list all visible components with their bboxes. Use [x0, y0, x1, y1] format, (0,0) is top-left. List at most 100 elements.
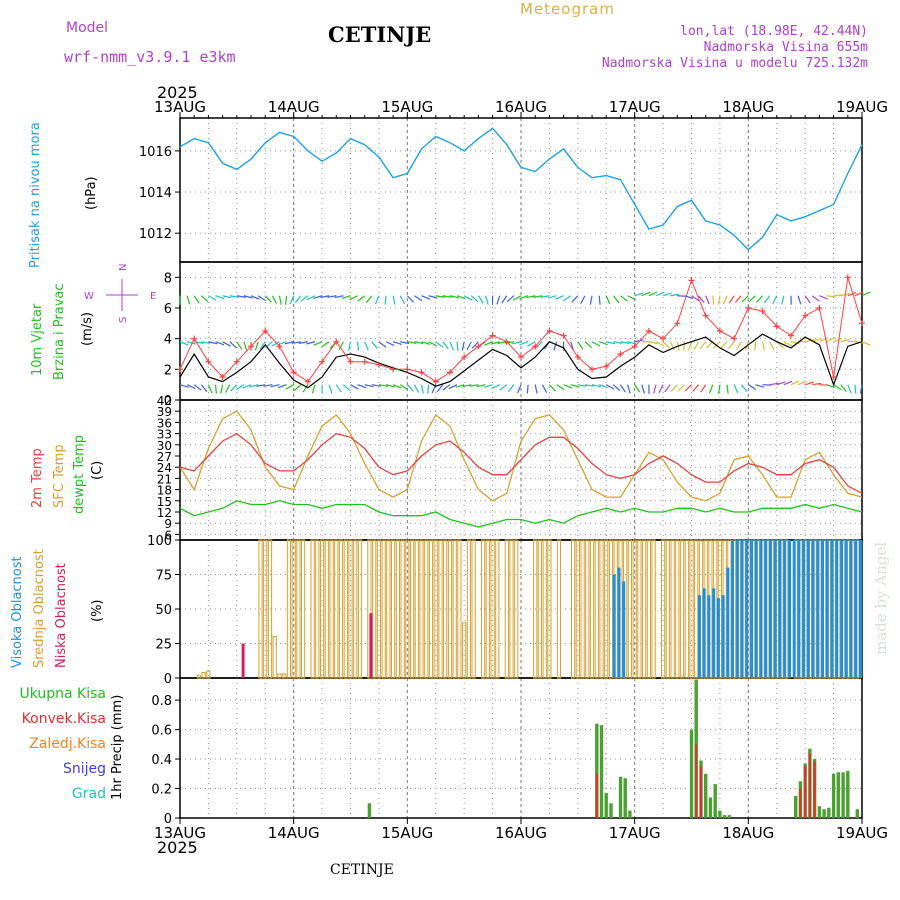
wind-arrow	[626, 384, 631, 394]
wind-arrow	[726, 384, 729, 394]
wind-arrow	[456, 341, 459, 351]
wind-arrow	[242, 384, 252, 389]
cloud-low-bar	[369, 613, 373, 678]
y-tick-label: 27	[157, 450, 172, 464]
wind-arrow	[378, 384, 388, 387]
wind-arrow	[428, 295, 438, 299]
cloud-mid-bar	[263, 539, 268, 679]
wind-arrow	[456, 295, 466, 300]
cloud-mid-bar	[433, 539, 438, 679]
wind-arrow	[291, 341, 301, 344]
legend-ukupna-kisa: Ukupna Kisa	[19, 686, 106, 702]
wind-arrow	[756, 295, 763, 303]
cloud-high-bar	[764, 540, 768, 678]
wind-arrow	[700, 384, 707, 393]
x-tick-label-top: 18AUG	[722, 98, 774, 116]
gust-marker	[745, 305, 752, 311]
cloud-mid-bar	[272, 636, 277, 679]
cloud-mid-bar	[485, 539, 490, 679]
cloud-mid-bar	[443, 539, 448, 679]
wind-arrow	[692, 384, 700, 392]
wind-arrow	[334, 295, 344, 299]
wind-arrow	[215, 341, 225, 346]
cloud-high-bar	[778, 540, 782, 678]
wind-arrow	[285, 295, 288, 305]
x-tick-label-top: 15AUG	[381, 98, 433, 116]
wind-arrow	[826, 295, 836, 298]
wind-arrow	[229, 295, 239, 298]
wind-arrow	[612, 384, 621, 392]
wind-arrow	[364, 341, 369, 351]
cloud-mid-bar	[665, 539, 670, 679]
wind-arrow	[706, 341, 714, 349]
wind-arrow	[840, 338, 850, 343]
cloud-mid-bar	[514, 539, 519, 679]
wind-arrow	[496, 295, 501, 305]
wind-arrow	[734, 295, 742, 303]
gust-marker	[518, 354, 524, 361]
wind-arrow	[584, 341, 593, 349]
cloud-high-bar	[854, 540, 858, 678]
wind-arrow	[861, 291, 871, 297]
wind-arrow	[442, 341, 449, 350]
wind-arrow	[277, 384, 287, 389]
y-tick-label: 6	[164, 528, 172, 542]
precip-conv-bar	[804, 766, 807, 818]
wind-arrow	[385, 384, 395, 388]
cloud-mid-bar	[267, 539, 273, 679]
wind-arrow	[653, 384, 657, 394]
wind-arrow	[306, 295, 316, 301]
cloud-mid-bar	[675, 539, 680, 679]
wind-arrow	[769, 382, 779, 386]
gust-marker	[773, 323, 780, 330]
gust-marker	[461, 354, 468, 361]
wind-arrow	[365, 295, 373, 304]
wind-arrow	[670, 293, 680, 297]
wind-arrow	[683, 341, 685, 351]
wind-arrow	[861, 341, 871, 346]
gust-marker	[404, 366, 411, 373]
cloud-mid-bar	[670, 539, 675, 679]
wind-arrow	[200, 384, 208, 393]
cloud-mid-bar	[424, 539, 429, 679]
wind-arrow	[790, 380, 800, 386]
wind-arrow	[461, 341, 465, 351]
wind-arrow	[338, 341, 344, 350]
y-tick-label: 0.4	[151, 753, 172, 768]
cloud-high-bar	[735, 540, 739, 678]
cloud-high-bar	[698, 595, 701, 678]
wind-arrow	[781, 295, 785, 305]
cloud-mid-bar	[376, 539, 381, 679]
wind-arrow	[250, 295, 260, 300]
gust-marker	[716, 328, 723, 334]
precip-conv-bar	[699, 766, 703, 818]
cloud-mid-bar	[509, 539, 514, 679]
cloud-mid-bar	[594, 539, 599, 679]
wind-arrow	[243, 341, 248, 351]
year-bottom: 2025	[157, 838, 198, 857]
cloud-mid-bar	[632, 539, 637, 679]
legend-zaledj-kisa: Zaledj.Kisa	[29, 736, 106, 752]
wind-arrow	[577, 384, 587, 387]
compass-n: N	[118, 264, 129, 271]
wind-arrow	[214, 384, 217, 394]
wind-arrow	[371, 341, 378, 350]
wind-arrow	[406, 384, 414, 392]
y-tick-label: 75	[155, 569, 172, 584]
wind-arrow	[641, 291, 651, 297]
y-tick-label: 6	[164, 302, 172, 317]
wind-arrow	[289, 295, 295, 305]
x-tick-label-bottom: 17AUG	[609, 824, 661, 842]
wind-arrow	[577, 341, 584, 350]
x-tick-label-top: 16AUG	[495, 98, 547, 116]
cloud-mid-bar	[329, 539, 334, 679]
y-tick-label: 30	[157, 439, 172, 453]
wind-arrow	[776, 381, 786, 386]
cloud-mid-bar	[452, 539, 457, 679]
wind-arrow	[854, 384, 857, 394]
cloud-high-bar	[792, 540, 796, 678]
y-tick-label: 0.8	[151, 694, 172, 709]
wind-arrow	[215, 295, 225, 300]
dewpoint-line	[179, 500, 863, 528]
wind-arrow	[476, 384, 486, 388]
